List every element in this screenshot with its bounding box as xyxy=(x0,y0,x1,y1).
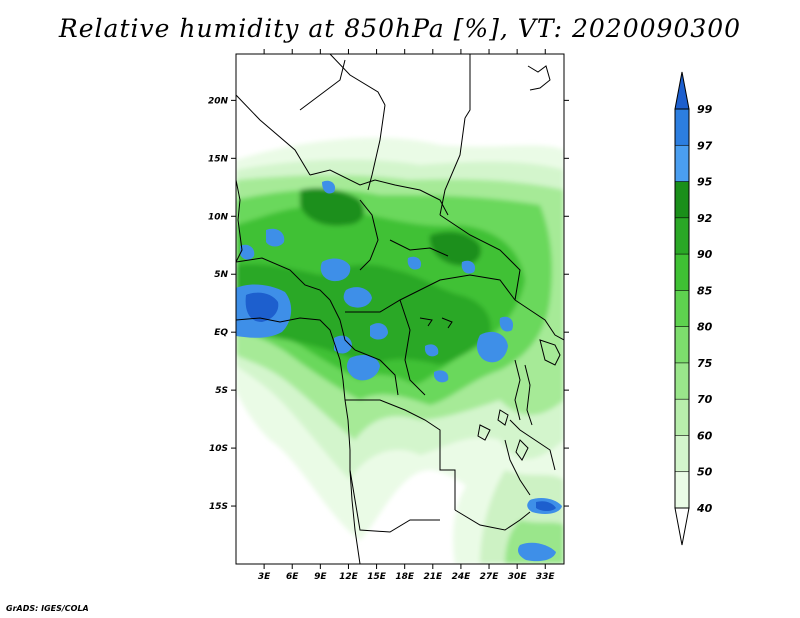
lat-tick-label: 10S xyxy=(209,444,228,454)
colorbar-segment-10 xyxy=(675,109,689,146)
colorbar-segment-5 xyxy=(675,290,689,327)
colorbar-label: 92 xyxy=(697,212,713,225)
colorbar-label: 50 xyxy=(697,466,713,479)
colorbar-segment-8 xyxy=(675,181,689,218)
lat-tick-label: 5S xyxy=(215,386,228,396)
colorbar-lower-arrow xyxy=(674,507,690,546)
lon-tick-label: 24E xyxy=(452,572,472,582)
lat-tick-label: 15S xyxy=(209,502,228,512)
lon-tick-label: 12E xyxy=(339,572,359,582)
lon-tick-label: 6E xyxy=(286,572,299,582)
colorbar-segment-0 xyxy=(675,471,689,508)
colorbar-label: 80 xyxy=(697,321,713,334)
colorbar-label: 40 xyxy=(696,502,713,515)
lon-tick-label: 33E xyxy=(536,572,556,582)
map-frame xyxy=(235,53,565,565)
lat-tick-label: 10N xyxy=(208,212,229,222)
chart-title: Relative humidity at 850hPa [%], VT: 202… xyxy=(58,14,742,43)
colorbar: 40 50 60 70 75 80 85 90 92 95 97 99 xyxy=(674,71,713,546)
latitude-axis: 20N 15N 10N 5N EQ 5S 10S 15S xyxy=(208,96,569,512)
colorbar-segment-4 xyxy=(675,326,689,363)
colorbar-segment-6 xyxy=(675,254,689,291)
colorbar-label: 95 xyxy=(697,176,713,189)
colorbar-label: 75 xyxy=(697,357,713,370)
colorbar-segment-1 xyxy=(675,435,689,472)
lon-tick-label: 30E xyxy=(508,572,528,582)
colorbar-label: 70 xyxy=(697,393,713,406)
lat-tick-label: EQ xyxy=(214,328,228,338)
coastline xyxy=(236,179,529,564)
lon-tick-label: 3E xyxy=(258,572,271,582)
colorbar-label: 60 xyxy=(697,429,713,442)
colorbar-segment-3 xyxy=(675,362,689,400)
colorbar-upper-arrow xyxy=(674,71,690,110)
lon-tick-label: 18E xyxy=(395,572,415,582)
humidity-field xyxy=(236,54,564,564)
rh-92-east-region xyxy=(429,231,481,266)
country-boundaries xyxy=(236,54,564,533)
lon-tick-label: 15E xyxy=(367,572,387,582)
lon-tick-label: 9E xyxy=(314,572,327,582)
colorbar-label: 99 xyxy=(697,103,713,116)
rh-92-north-region xyxy=(300,188,365,226)
rh-92-region xyxy=(236,264,491,365)
rh-95-patches xyxy=(236,180,562,562)
lat-tick-label: 20N xyxy=(208,96,229,106)
colorbar-label: 97 xyxy=(697,139,713,152)
lat-tick-label: 15N xyxy=(208,154,229,164)
colorbar-segment-9 xyxy=(675,145,689,182)
lon-tick-label: 21E xyxy=(423,572,443,582)
colorbar-label: 90 xyxy=(697,248,713,261)
lat-tick-label: 5N xyxy=(214,270,228,280)
credit-label: GrADS: IGES/COLA xyxy=(6,604,89,613)
colorbar-segment-7 xyxy=(675,217,689,255)
longitude-axis: 3E 6E 9E 12E 15E 18E 21E 24E 27E 30E 33E xyxy=(258,49,556,582)
lon-tick-label: 27E xyxy=(480,572,500,582)
colorbar-segment-2 xyxy=(675,399,689,436)
colorbar-label: 85 xyxy=(697,284,713,297)
